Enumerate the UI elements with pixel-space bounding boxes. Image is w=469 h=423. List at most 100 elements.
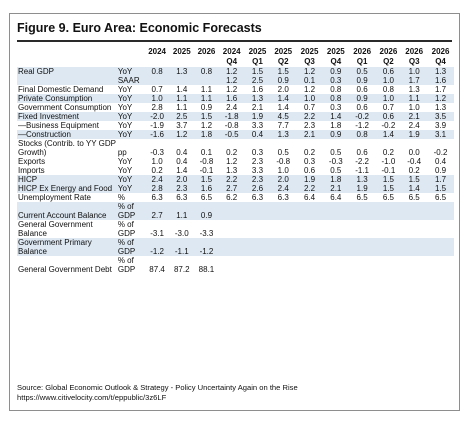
table-cell [219, 256, 245, 274]
row-unit: YoY [116, 67, 145, 76]
table-cell [169, 76, 195, 85]
col-header-quarter: Q4 [435, 57, 446, 66]
table-cell [401, 202, 428, 220]
col-header-quarter [145, 57, 170, 67]
table-cell [349, 220, 376, 238]
table-cell: 6.3 [176, 193, 188, 202]
table-cell: -3.3 [199, 229, 214, 238]
table-row: Exports YoY 1.0 0.4 -0.8 1.2 2.3 -0.8 0.3 -0.3 -2.… [17, 157, 454, 166]
row-label: —Construction [17, 130, 117, 139]
row-label: HICP [17, 175, 117, 184]
table-cell [144, 76, 170, 85]
table-cell: 2.1 [296, 130, 323, 139]
table-cell: -0.2 [381, 121, 396, 130]
row-unit: % of GDP [116, 202, 145, 220]
table-cell: 0.5 [330, 166, 342, 175]
table-cell: -3.1 [150, 229, 164, 238]
table-cell [218, 202, 245, 220]
table-cell: 6.4 [330, 193, 342, 202]
table-cell: 1.0 [296, 94, 323, 103]
table-row: —Business Equipment YoY -1.9 3.7 1.2 -0.8 3.3 7… [17, 121, 454, 130]
table-cell: -1.1 [169, 238, 195, 256]
table-cell: 1.0 [408, 103, 420, 112]
col-header-year: 2025 [172, 47, 191, 56]
table-cell: 2.1 [401, 112, 428, 121]
table-cell: 3.3 [251, 121, 264, 130]
table-cell: 2.5 [244, 76, 271, 85]
table-cell: 6.5 [382, 193, 394, 202]
table-cell: 0.8 [194, 67, 219, 76]
forecast-table: 2024 2025 2026 2024 2025 2025 2025 2025 2026 2026… [17, 47, 454, 274]
row-unit: YoY [116, 112, 145, 121]
table-cell: 1.9 [401, 130, 428, 139]
table-cell: 1.1 [169, 94, 195, 103]
table-cell: -1.2 [355, 121, 370, 130]
table-cell: 2.1 [322, 184, 349, 193]
table-cell: 0.6 [375, 67, 402, 76]
col-header-year: 2026 [197, 47, 216, 56]
table-cell: 1.5 [194, 175, 219, 184]
header-row-quarters: Q4 Q1 Q2 Q3 Q4 Q1 Q2 Q3 Q4 [17, 57, 454, 67]
table-cell: 1.1 [169, 202, 195, 220]
row-label: Fixed Investment [17, 112, 117, 121]
table-cell: -0.3 [328, 157, 343, 166]
row-unit: % [117, 193, 125, 202]
table-cell: 0.9 [322, 130, 349, 139]
table-cell [323, 256, 349, 274]
table-cell: 1.5 [427, 184, 454, 193]
table-cell [296, 202, 323, 220]
col-header-quarter [194, 57, 219, 67]
table-cell [270, 220, 296, 238]
table-cell: 2.0 [270, 175, 297, 184]
row-unit: SAAR [116, 76, 145, 85]
table-cell [296, 256, 323, 274]
table-cell: -0.8 [199, 157, 214, 166]
row-label: Real GDP [17, 67, 117, 76]
table-cell: 0.0 [408, 148, 420, 157]
table-cell: 0.2 [408, 166, 420, 175]
table-cell [296, 220, 323, 238]
table-cell: 2.7 [144, 202, 170, 220]
table-cell: -0.8 [224, 121, 239, 130]
table-cell: 2.2 [218, 175, 245, 184]
table-cell: 0.4 [244, 130, 271, 139]
figure-title: Figure 9. Euro Area: Economic Forecasts [17, 21, 262, 35]
table-cell: 1.1 [176, 103, 188, 112]
table-cell: 2.4 [144, 175, 170, 184]
table-cell: 6.3 [251, 193, 264, 202]
table-cell: 0.5 [348, 67, 376, 76]
table-cell: -0.2 [348, 112, 376, 121]
table-cell [427, 202, 454, 220]
table-cell: -1.6 [144, 130, 170, 139]
table-cell: 2.4 [270, 184, 297, 193]
table-cell: 1.2 [226, 85, 238, 94]
source-link[interactable]: https://www.citivelocity.com/t/eppublic/… [17, 393, 167, 402]
col-header-quarter: Q4 [226, 57, 238, 66]
row-label: Exports [18, 157, 46, 166]
table-row: Unemployment Rate% 6.3 6.3 6.5 6.2 6.3 6.3 6.4 6… [17, 193, 454, 202]
table-cell: -1.2 [194, 238, 219, 256]
table-cell: 0.4 [176, 157, 188, 166]
table-cell: -0.4 [407, 157, 422, 166]
table-cell: 0.9 [270, 76, 297, 85]
row-label: General Government Balance [18, 220, 93, 238]
table-cell: 2.7 [218, 184, 245, 193]
table-cell: 1.3 [348, 175, 376, 184]
table-cell [218, 238, 245, 256]
table-cell: 0.6 [356, 103, 368, 112]
table-cell: 2.5 [169, 112, 195, 121]
row-label: General Government Debt [18, 265, 112, 274]
table-cell [270, 202, 297, 220]
table-row: Imports YoY 0.2 1.4 -0.1 1.3 3.3 1.0 0.6 0.5 -1.1 -… [17, 166, 454, 175]
table-cell: 1.5 [375, 175, 402, 184]
col-header-quarter: Q3 [408, 57, 420, 66]
row-unit: % of GDP [117, 256, 136, 274]
table-cell: 1.4 [176, 166, 188, 175]
col-header-quarter: Q4 [330, 57, 342, 66]
table-cell: 0.9 [434, 166, 447, 175]
table-cell: -1.8 [218, 112, 245, 121]
table-cell: 0.2 [226, 148, 238, 157]
table-cell: 0.9 [348, 76, 376, 85]
row-unit: % of GDP [117, 220, 136, 238]
table-cell: 1.3 [226, 166, 238, 175]
